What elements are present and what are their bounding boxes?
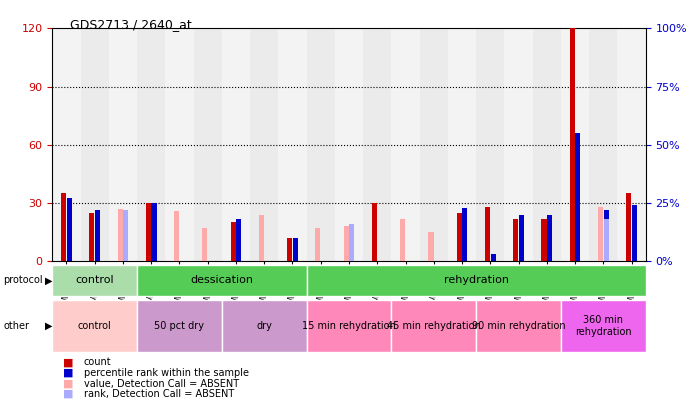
Bar — [80, 28, 109, 261]
Bar — [193, 28, 222, 261]
Text: 15 min rehydration: 15 min rehydration — [302, 321, 396, 331]
Bar — [165, 28, 193, 261]
Bar — [349, 224, 355, 261]
Text: rank, Detection Call = ABSENT: rank, Detection Call = ABSENT — [84, 389, 234, 399]
Text: control: control — [75, 275, 114, 286]
Bar — [456, 213, 462, 261]
Bar — [137, 28, 165, 261]
Bar — [533, 28, 561, 261]
Bar — [118, 209, 123, 261]
Text: rehydration: rehydration — [444, 275, 509, 286]
Text: 360 min
rehydration: 360 min rehydration — [575, 315, 632, 337]
Bar — [230, 222, 236, 261]
Text: ▶: ▶ — [45, 321, 53, 331]
Bar — [222, 28, 250, 261]
Bar — [287, 238, 292, 261]
Bar — [137, 300, 222, 352]
Text: value, Detection Call = ABSENT: value, Detection Call = ABSENT — [84, 379, 239, 388]
Text: ▶: ▶ — [45, 275, 53, 286]
Bar — [52, 265, 137, 296]
Bar — [146, 203, 151, 261]
Text: dry: dry — [256, 321, 272, 331]
Text: GDS2713 / 2640_at: GDS2713 / 2640_at — [70, 18, 191, 31]
Bar — [306, 265, 646, 296]
Bar — [151, 203, 156, 261]
Bar — [485, 207, 490, 261]
Bar — [604, 210, 609, 261]
Bar — [89, 213, 94, 261]
Bar — [52, 28, 80, 261]
Bar — [632, 205, 637, 261]
Text: dessication: dessication — [191, 275, 253, 286]
Bar — [505, 28, 533, 261]
Bar — [363, 28, 392, 261]
Bar — [575, 133, 580, 261]
Bar — [372, 203, 377, 261]
Bar — [109, 28, 137, 261]
Bar — [491, 254, 496, 261]
Bar — [626, 193, 631, 261]
Bar — [419, 28, 448, 261]
Text: 50 pct dry: 50 pct dry — [154, 321, 205, 331]
Bar — [476, 300, 561, 352]
Bar — [343, 226, 349, 261]
Bar — [400, 219, 406, 261]
Bar — [335, 28, 363, 261]
Bar — [570, 28, 574, 261]
Bar — [561, 300, 646, 352]
Text: other: other — [3, 321, 29, 331]
Bar — [598, 207, 603, 261]
Bar — [236, 220, 242, 261]
Bar — [429, 232, 433, 261]
Bar — [462, 208, 468, 261]
Text: ■: ■ — [63, 389, 73, 399]
Bar — [259, 215, 264, 261]
Bar — [392, 28, 419, 261]
Bar — [306, 28, 335, 261]
Bar — [392, 300, 476, 352]
Text: 45 min rehydration: 45 min rehydration — [387, 321, 481, 331]
Bar — [476, 28, 505, 261]
Bar — [95, 210, 100, 261]
Bar — [250, 28, 279, 261]
Text: ■: ■ — [63, 368, 73, 378]
Bar — [222, 300, 306, 352]
Bar — [589, 28, 618, 261]
Text: 90 min rehydration: 90 min rehydration — [472, 321, 565, 331]
Bar — [343, 226, 349, 261]
Text: ■: ■ — [63, 379, 73, 388]
Bar — [306, 300, 392, 352]
Bar — [448, 28, 476, 261]
Bar — [67, 198, 72, 261]
Bar — [124, 210, 128, 261]
Text: control: control — [78, 321, 112, 331]
Bar — [542, 219, 547, 261]
Text: protocol: protocol — [3, 275, 43, 286]
Bar — [513, 219, 518, 261]
Bar — [561, 28, 589, 261]
Bar — [61, 193, 66, 261]
Text: percentile rank within the sample: percentile rank within the sample — [84, 368, 248, 378]
Bar — [202, 228, 207, 261]
Bar — [279, 28, 306, 261]
Text: count: count — [84, 358, 112, 367]
Bar — [604, 220, 609, 261]
Bar — [519, 215, 524, 261]
Bar — [292, 238, 298, 261]
Bar — [137, 265, 306, 296]
Bar — [52, 300, 137, 352]
Bar — [547, 215, 552, 261]
Bar — [315, 228, 320, 261]
Bar — [174, 211, 179, 261]
Text: ■: ■ — [63, 358, 73, 367]
Bar — [618, 28, 646, 261]
